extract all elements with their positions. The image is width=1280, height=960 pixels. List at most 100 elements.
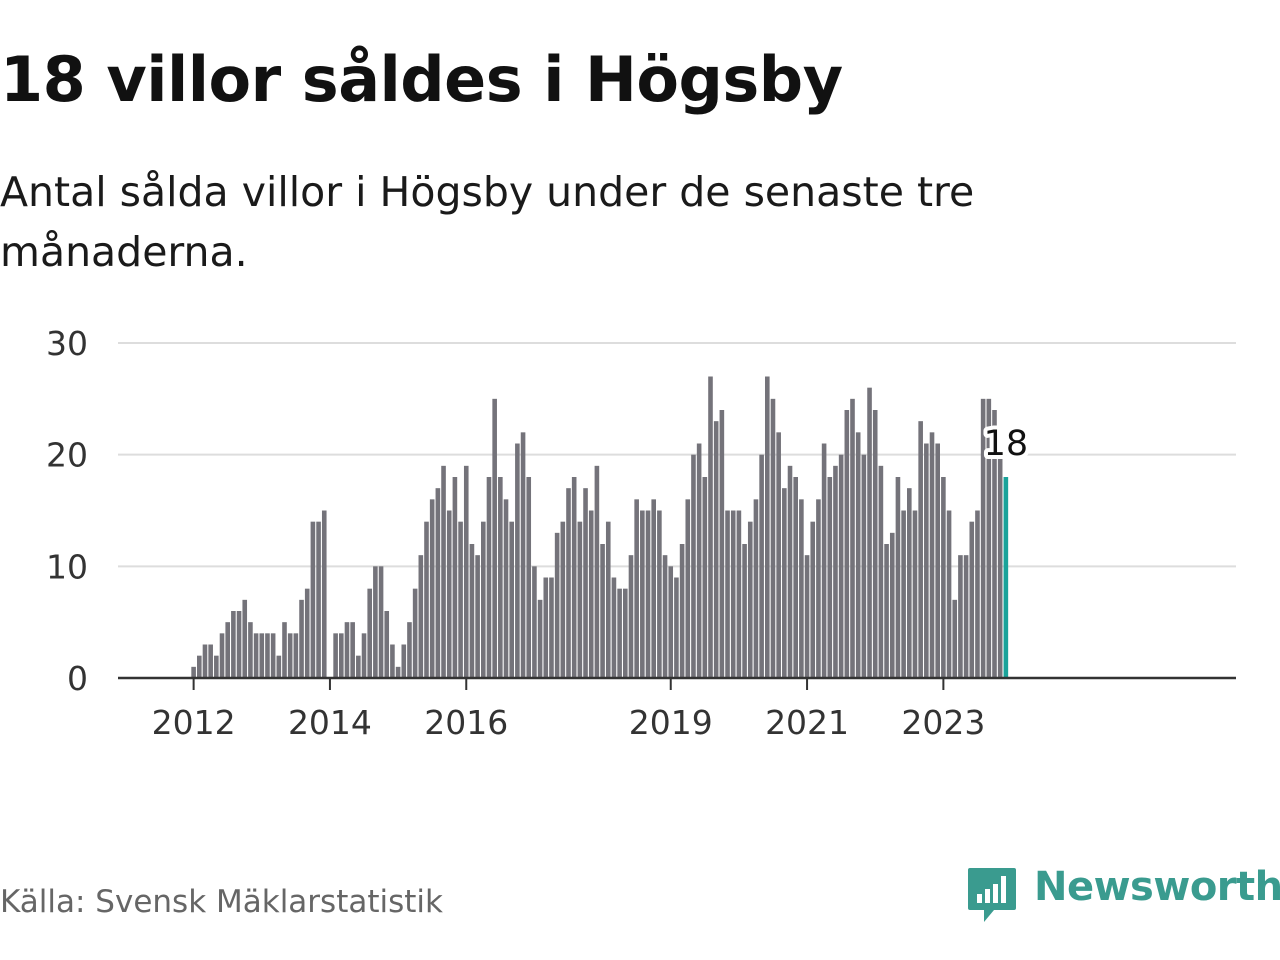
y-tick-label: 30 [46,324,88,363]
bar [503,499,509,678]
bar [634,499,639,678]
bar [509,521,514,678]
bar [941,477,946,678]
x-tick-label: 2023 [901,703,985,742]
bar-chart: 0 10 20 30 2012 2014 2016 2019 2021 2023 18 [46,324,1236,742]
bar [446,510,452,678]
bar [361,633,367,678]
bar [833,465,838,678]
bar [458,521,463,678]
bar [895,477,901,678]
bar [344,622,350,678]
bar [236,611,242,678]
bar [980,398,986,678]
bar [424,521,429,678]
bar [901,510,906,678]
bar [679,544,685,678]
bar [816,499,821,678]
bar [929,432,935,678]
newsworthy-logo-icon [968,868,1016,922]
bar [986,398,992,678]
bar [838,454,844,678]
bar [810,521,816,678]
bar [770,398,776,678]
bar [339,633,344,678]
bar [730,510,736,678]
bar [611,577,617,678]
y-tick-label: 0 [67,659,88,698]
bar [623,588,628,678]
bar [566,488,571,678]
bar [265,633,270,678]
bar [429,499,435,678]
bar [793,477,798,678]
bar [486,477,492,678]
bar [452,477,458,678]
bar [532,566,537,678]
bar [600,544,605,678]
bar [867,387,872,678]
bar [248,622,253,678]
bar [924,443,929,678]
bar [481,521,486,678]
bar [753,499,759,678]
bar [850,398,855,678]
bar [469,544,475,678]
bar [696,443,702,678]
bar [299,599,304,678]
bar [787,465,793,678]
bar [782,488,787,678]
bar [742,544,747,678]
x-tick-label: 2016 [424,703,508,742]
bar [946,510,952,678]
bar [412,588,418,678]
bar [197,655,202,678]
bar [884,544,889,678]
bar [350,622,355,678]
bar [935,443,940,678]
bar [225,622,230,678]
bar [804,555,810,678]
bar [418,555,424,678]
last-value-label: 18 [984,424,1029,464]
newsworthy-logo[interactable]: Newsworthy [964,862,1280,928]
bar [435,488,441,678]
bar [918,421,923,678]
bar [543,577,549,678]
bar [384,611,390,678]
bar [855,432,861,678]
bar [992,410,997,678]
gridlines [118,342,1236,568]
bar [691,454,696,678]
bar [662,555,668,678]
bar [963,555,969,678]
bar [515,443,520,678]
bar [475,555,480,678]
x-axis [118,676,1236,690]
bar [333,633,338,678]
bar [628,555,634,678]
bar [594,465,600,678]
bar [293,633,299,678]
bar [231,611,236,678]
bar [799,499,804,678]
bar [912,510,918,678]
y-axis-labels: 0 10 20 30 [46,324,88,698]
bar [617,588,622,678]
bar [719,410,725,678]
bar [668,566,674,678]
bar [282,622,287,678]
bar [242,599,248,678]
bar [878,465,884,678]
x-axis-labels: 2012 2014 2016 2019 2021 2023 [152,703,986,742]
bar [395,666,401,678]
bar [441,465,446,678]
bar [208,644,213,678]
bar [958,555,963,678]
bar [821,443,827,678]
bar [997,454,1003,678]
bar [702,477,708,678]
bar [498,477,503,678]
bar [367,588,372,678]
x-tick-label: 2019 [629,703,713,742]
